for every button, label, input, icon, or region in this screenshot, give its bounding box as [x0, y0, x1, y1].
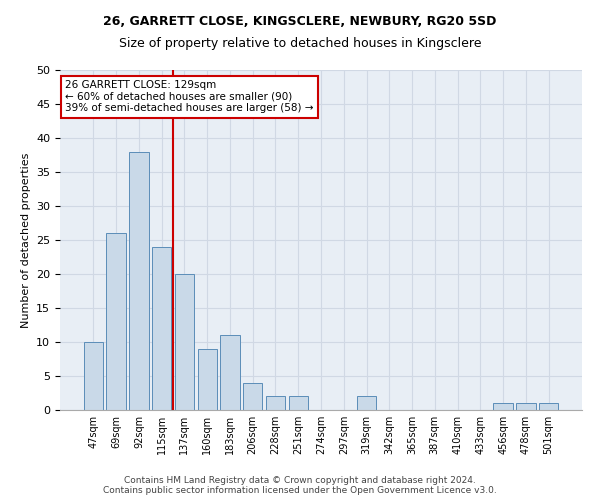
Bar — [152, 247, 172, 410]
Y-axis label: Number of detached properties: Number of detached properties — [20, 152, 31, 328]
Bar — [289, 396, 308, 410]
Bar — [493, 403, 513, 410]
Text: 26, GARRETT CLOSE, KINGSCLERE, NEWBURY, RG20 5SD: 26, GARRETT CLOSE, KINGSCLERE, NEWBURY, … — [103, 15, 497, 28]
Bar — [197, 349, 217, 410]
Bar — [84, 342, 103, 410]
Bar — [220, 335, 239, 410]
Text: 26 GARRETT CLOSE: 129sqm
← 60% of detached houses are smaller (90)
39% of semi-d: 26 GARRETT CLOSE: 129sqm ← 60% of detach… — [65, 80, 314, 114]
Bar — [516, 403, 536, 410]
Bar — [357, 396, 376, 410]
Text: Contains public sector information licensed under the Open Government Licence v3: Contains public sector information licen… — [103, 486, 497, 495]
Bar — [539, 403, 558, 410]
Text: Size of property relative to detached houses in Kingsclere: Size of property relative to detached ho… — [119, 38, 481, 51]
Text: Contains HM Land Registry data © Crown copyright and database right 2024.: Contains HM Land Registry data © Crown c… — [124, 476, 476, 485]
Bar — [129, 152, 149, 410]
Bar — [106, 233, 126, 410]
Bar — [266, 396, 285, 410]
Bar — [175, 274, 194, 410]
Bar — [243, 383, 262, 410]
